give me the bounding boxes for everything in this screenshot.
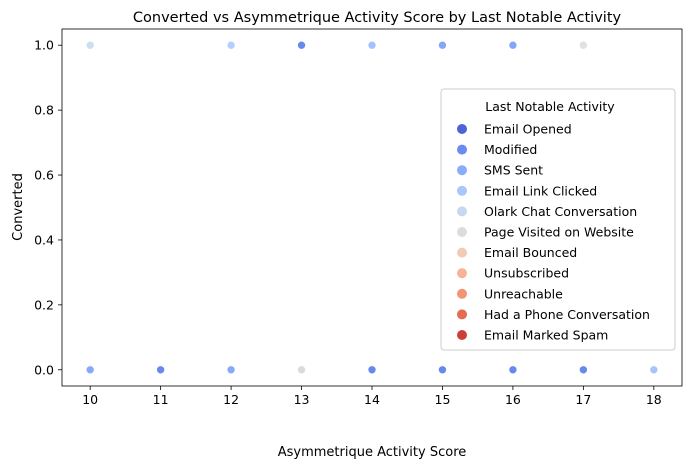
- data-point: [226, 365, 236, 375]
- legend-label: Olark Chat Conversation: [484, 204, 637, 219]
- legend-label: Had a Phone Conversation: [484, 307, 650, 322]
- x-tick-label: 14: [364, 392, 380, 407]
- x-tick-label: 16: [505, 392, 521, 407]
- data-point: [226, 40, 236, 50]
- data-point: [156, 365, 165, 375]
- x-tick-label: 11: [153, 392, 169, 407]
- data-point: [508, 40, 518, 50]
- data-point: [649, 365, 659, 375]
- data-point: [297, 40, 306, 50]
- legend: Last Notable Activity Email Opened Modifi…: [440, 88, 676, 351]
- data-point: [367, 40, 377, 50]
- legend-items: Email Opened Modified SMS Sent Email Link C…: [457, 122, 650, 343]
- legend-marker: [457, 309, 467, 320]
- legend-label: Modified: [484, 142, 537, 157]
- x-tick-label: 18: [646, 392, 662, 407]
- data-point: [579, 40, 588, 50]
- data-point: [508, 365, 518, 375]
- legend-marker: [457, 206, 467, 217]
- data-point: [85, 365, 95, 375]
- x-tick-label: 17: [575, 392, 591, 407]
- data-points: [85, 40, 659, 375]
- data-point: [579, 365, 588, 375]
- legend-label: Unreachable: [484, 286, 563, 301]
- y-tick-label: 0.8: [34, 103, 54, 118]
- legend-marker: [457, 124, 467, 134]
- data-point: [367, 365, 377, 375]
- x-axis-label: Asymmetrique Activity Score: [278, 445, 467, 460]
- data-point: [438, 40, 447, 50]
- legend-label: Email Bounced: [484, 245, 577, 260]
- legend-marker: [457, 165, 467, 176]
- x-tick-label: 12: [223, 392, 239, 407]
- x-tick-label: 15: [435, 392, 451, 407]
- legend-marker: [457, 144, 467, 155]
- legend-label: Email Marked Spam: [484, 328, 608, 343]
- data-point: [85, 40, 95, 50]
- y-tick-label: 0.2: [34, 297, 54, 312]
- data-point: [297, 365, 306, 375]
- legend-marker: [457, 330, 467, 340]
- legend-label: Page Visited on Website: [484, 225, 634, 240]
- legend-marker: [457, 288, 467, 299]
- legend-marker: [457, 227, 467, 237]
- legend-frame: [440, 88, 676, 351]
- x-tick-label: 10: [82, 392, 98, 407]
- y-tick-label: 0.6: [34, 168, 54, 183]
- legend-marker: [457, 268, 467, 279]
- legend-label: Email Opened: [484, 122, 572, 137]
- y-axis-ticks: 0.0 0.2 0.4 0.6 0.8 1.0: [34, 38, 62, 377]
- legend-label: Unsubscribed: [484, 266, 569, 281]
- y-axis-label: Converted: [11, 173, 26, 241]
- legend-title: Last Notable Activity: [485, 99, 615, 114]
- y-tick-label: 0.0: [34, 362, 54, 377]
- chart-title: Converted vs Asymmetrique Activity Score…: [133, 10, 622, 26]
- legend-label: Email Link Clicked: [484, 183, 597, 198]
- legend-marker: [457, 247, 467, 258]
- legend-label: SMS Sent: [484, 163, 543, 178]
- data-point: [438, 365, 447, 375]
- y-tick-label: 1.0: [34, 38, 54, 53]
- x-tick-label: 13: [294, 392, 310, 407]
- y-tick-label: 0.4: [34, 232, 54, 247]
- x-axis-ticks: 10 11 12 13 14 15 16 17 18: [82, 386, 662, 407]
- legend-marker: [457, 185, 467, 196]
